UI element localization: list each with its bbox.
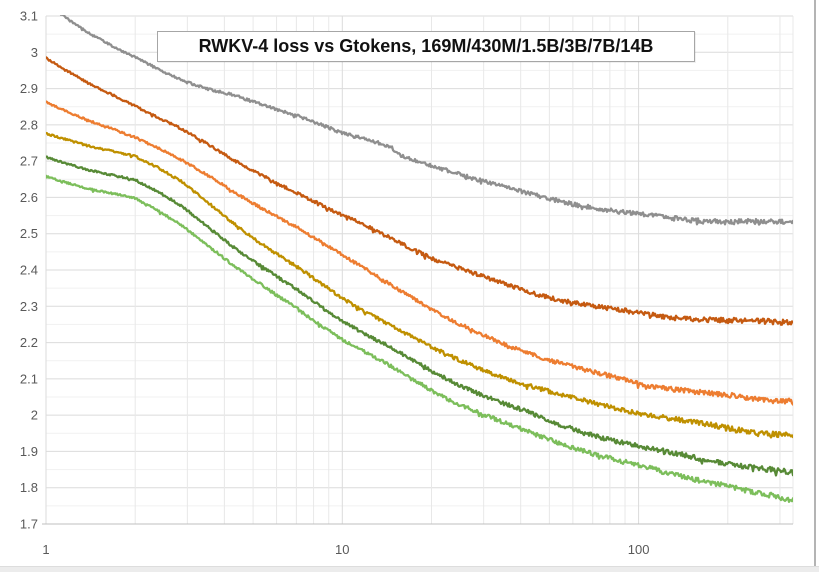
chart-title: RWKV-4 loss vs Gtokens, 169M/430M/1.5B/3… xyxy=(198,36,654,56)
series-169M-line xyxy=(59,15,793,226)
window-right-border xyxy=(814,0,816,572)
y-tick-label: 2.1 xyxy=(20,371,38,386)
y-tick-label: 2 xyxy=(31,408,38,423)
series-3B-line xyxy=(46,131,793,439)
gridlines xyxy=(45,15,794,524)
x-tick-label: 100 xyxy=(628,542,650,557)
y-tick-label: 2.4 xyxy=(20,263,38,278)
series-lines xyxy=(46,15,793,503)
y-tick-label: 2.7 xyxy=(20,154,38,169)
y-tick-label: 3.1 xyxy=(20,9,38,24)
y-tick-label: 2.3 xyxy=(20,299,38,314)
y-tick-label: 2.9 xyxy=(20,81,38,96)
y-tick-label: 1.7 xyxy=(20,517,38,532)
x-tick-label: 10 xyxy=(335,542,349,557)
y-tick-label: 2.2 xyxy=(20,335,38,350)
series-430M-line xyxy=(46,56,793,326)
series-14B-line xyxy=(46,174,793,503)
window-bottom-strip xyxy=(0,566,819,572)
y-tick-label: 1.9 xyxy=(20,444,38,459)
y-tick-label: 2.8 xyxy=(20,117,38,132)
y-axis-labels: 1.7 1.8 1.9 2 2.1 2.2 2.3 2.4 2.5 2.6 2.7 2.8 2.9 3 3.… xyxy=(20,9,38,532)
y-tick-label: 2.6 xyxy=(20,190,38,205)
y-tick-label: 1.8 xyxy=(20,480,38,495)
x-axis-labels: 1 10 100 xyxy=(42,542,649,557)
y-tick-label: 2.5 xyxy=(20,226,38,241)
series-7B-line xyxy=(46,155,793,477)
y-tick-label: 3 xyxy=(31,45,38,60)
x-tick-label: 1 xyxy=(42,542,49,557)
chart-title-box: RWKV-4 loss vs Gtokens, 169M/430M/1.5B/3… xyxy=(157,31,695,62)
series-1.5B-line xyxy=(46,100,793,406)
